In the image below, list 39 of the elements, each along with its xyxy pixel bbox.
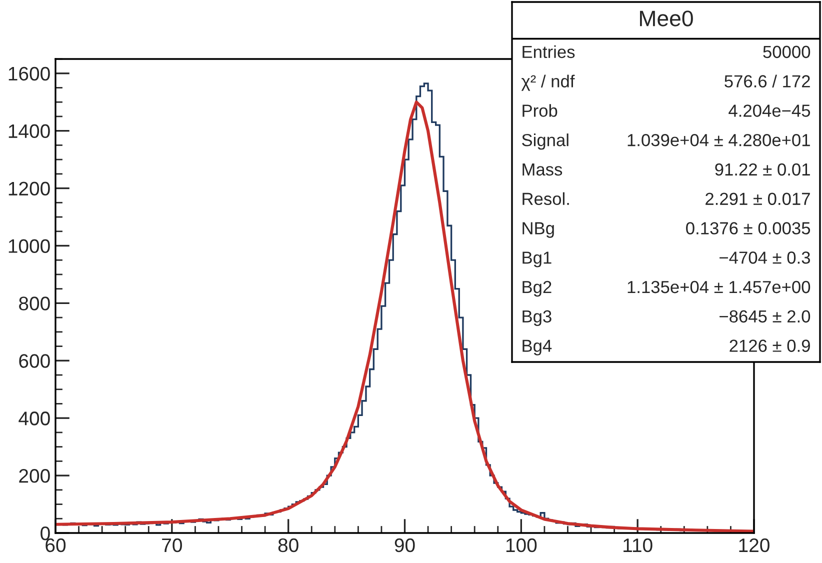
annotation: 2126 ± 0.9 bbox=[730, 340, 810, 352]
text: Mee0 bbox=[640, 10, 693, 26]
y-tick-label: 0 bbox=[40, 526, 50, 540]
annotation: Mass bbox=[522, 164, 562, 176]
annotation: 2.291 ± 0.017 bbox=[706, 192, 810, 206]
y-tick-label: 600 bbox=[19, 354, 50, 368]
x-tick-label: 110 bbox=[624, 538, 652, 552]
x-tick-label: 120 bbox=[739, 538, 770, 552]
annotation: −8645 ± 2.0 bbox=[720, 310, 810, 323]
annotation: Bg1 bbox=[522, 252, 552, 268]
annotation: Resol. bbox=[522, 192, 569, 206]
annotation: 1.135e+04 ± 1.457e+00 bbox=[628, 280, 810, 294]
text: 50000 bbox=[763, 46, 810, 58]
annotation: 4.204e−45 bbox=[728, 104, 810, 117]
annotation: Bg2 bbox=[522, 280, 552, 297]
annotation: 0.1376 ± 0.0035 bbox=[686, 222, 810, 234]
text: Entries bbox=[522, 45, 575, 58]
annotation: 576.6 / 172 bbox=[724, 74, 810, 88]
y-tick-label: 1400 bbox=[8, 124, 50, 138]
annotation: −4704 ± 0.3 bbox=[720, 252, 810, 264]
y-tick-label: 800 bbox=[19, 296, 50, 310]
annotation: 91.22 ± 0.01 bbox=[715, 163, 810, 176]
y-tick-label: 400 bbox=[18, 412, 50, 426]
annotation: χ² / ndf bbox=[521, 74, 575, 91]
annotation: 1.039e+04 ± 4.280e+01 bbox=[628, 134, 810, 146]
y-tick-label: 200 bbox=[19, 469, 50, 483]
annotation: Signal bbox=[522, 134, 568, 150]
x-tick-label: 80 bbox=[278, 538, 298, 552]
x-tick-label: 70 bbox=[162, 538, 182, 552]
annotation: NBg bbox=[522, 222, 554, 238]
annotation: Bg3 bbox=[522, 310, 552, 326]
y-tick-label: 1000 bbox=[8, 239, 50, 253]
y-tick-label: 1600 bbox=[8, 66, 50, 81]
x-tick-label: 100 bbox=[506, 538, 537, 552]
y-tick-label: 1200 bbox=[8, 182, 50, 196]
x-tick-label: 60 bbox=[46, 538, 66, 552]
x-tick-label: 90 bbox=[394, 538, 415, 552]
annotation: Prob bbox=[522, 104, 558, 117]
annotation: Bg4 bbox=[522, 340, 552, 356]
